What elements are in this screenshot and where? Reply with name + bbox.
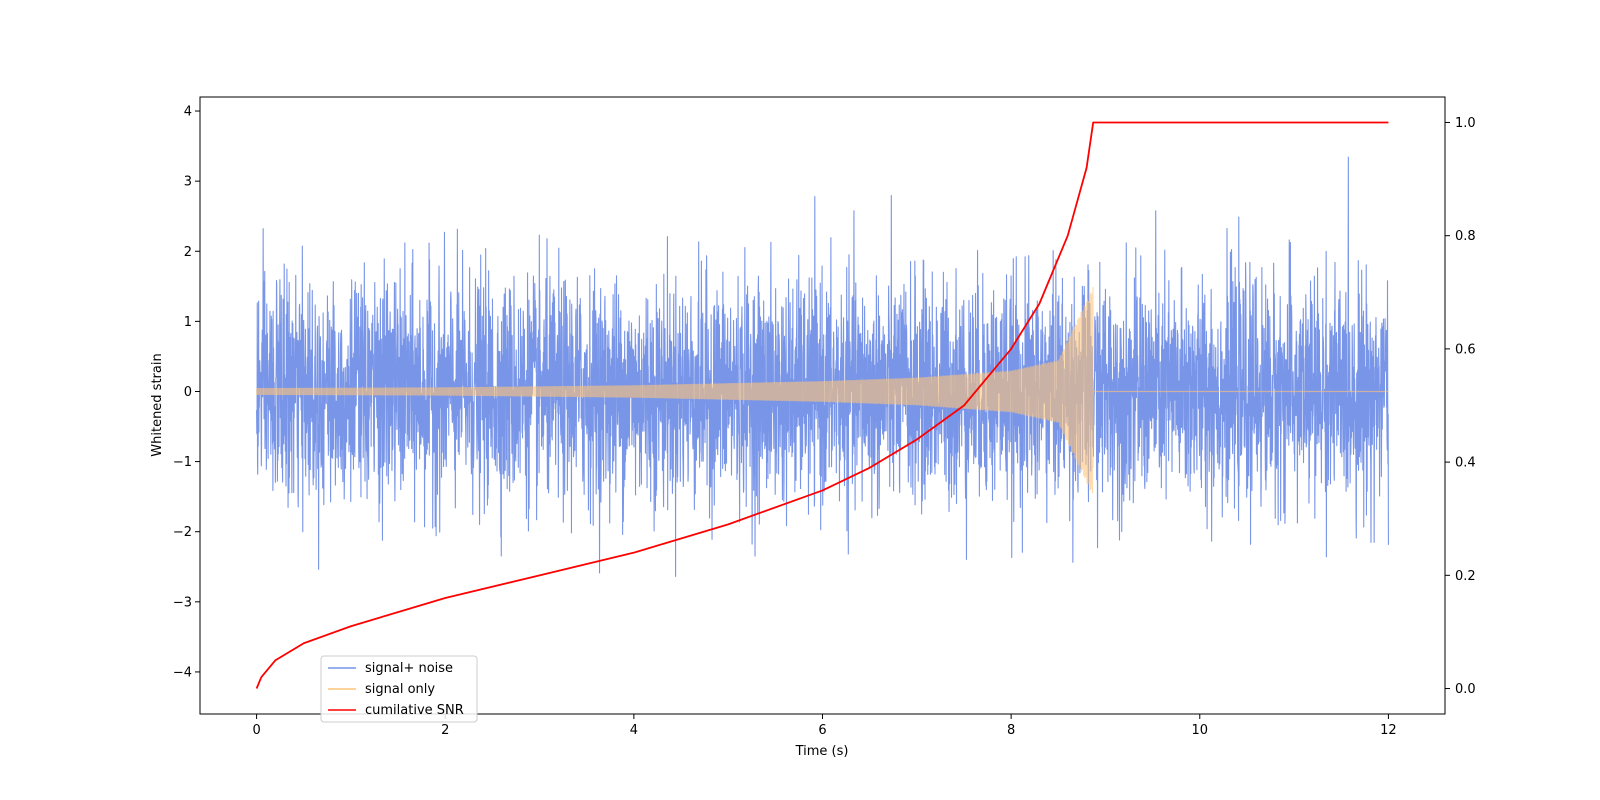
y-tick-label-2: −2 [173, 525, 192, 540]
y-tick-label-3: −1 [173, 455, 192, 470]
y-tick-label-5: 1 [184, 315, 192, 330]
series-cumulative-snr-line [255, 121, 1389, 689]
y-tick-label-4: 0 [184, 385, 192, 400]
y-right-tick-label-1: 0.2 [1455, 569, 1476, 584]
y-tick-label-6: 2 [184, 245, 192, 260]
y-axis-right: 0.0 0.2 0.4 0.6 0.8 1.0 [1445, 116, 1476, 697]
x-tick-label-5: 10 [1191, 723, 1208, 738]
x-tick-label-6: 12 [1380, 723, 1397, 738]
y-right-tick-label-4: 0.8 [1455, 229, 1476, 244]
legend-box [320, 655, 478, 723]
legend-label-signal-only: signal only [365, 682, 435, 697]
series-signal-only-line [255, 287, 1389, 494]
legend: signal+ noise signal only cumilative SNR [320, 655, 478, 723]
x-tick-label-1: 2 [441, 723, 449, 738]
legend-label-signal-noise: signal+ noise [365, 661, 453, 676]
y-tick-label-1: −3 [173, 595, 192, 610]
x-axis-label: Time (s) [795, 744, 849, 759]
x-axis: 0 2 4 6 8 10 12 [252, 714, 1397, 738]
plot-area [255, 121, 1389, 689]
x-tick-label-3: 6 [818, 723, 826, 738]
x-tick-label-0: 0 [252, 723, 260, 738]
x-tick-label-2: 4 [630, 723, 638, 738]
y-tick-label-0: −4 [173, 665, 192, 680]
y-right-tick-label-3: 0.6 [1455, 342, 1476, 357]
y-axis-left: −4 −3 −2 −1 0 1 2 3 4 [173, 105, 200, 680]
legend-label-cumulative-snr: cumilative SNR [365, 703, 464, 718]
x-tick-label-4: 8 [1007, 723, 1015, 738]
y-right-tick-label-2: 0.4 [1455, 456, 1476, 471]
y-tick-label-7: 3 [184, 175, 192, 190]
y-right-tick-label-0: 0.0 [1455, 682, 1476, 697]
y-right-tick-label-5: 1.0 [1455, 116, 1476, 131]
y-axis-label: Whitened strain [150, 353, 165, 456]
series-signal-noise-line [256, 156, 1389, 577]
y-tick-label-8: 4 [184, 105, 192, 120]
